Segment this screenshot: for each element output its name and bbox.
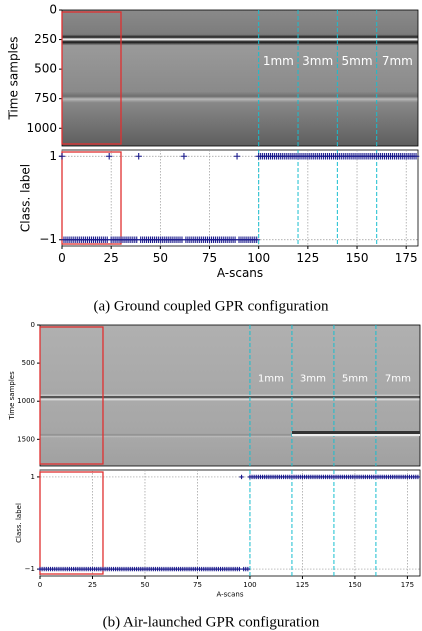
x-tick-label: 50 — [141, 581, 150, 589]
y-tick-label: −1 — [25, 565, 35, 573]
x-tick-label: 125 — [296, 251, 319, 265]
annotation: 1mm — [258, 374, 284, 385]
annotation: 7mm — [385, 374, 411, 385]
x-tick-label: 125 — [296, 581, 309, 589]
highlight-box — [61, 11, 122, 145]
plot-area — [39, 469, 421, 577]
x-tick-label: 25 — [88, 581, 97, 589]
y-axis-label: Class. label — [19, 164, 33, 232]
y-tick-label: 1500 — [17, 435, 35, 443]
x-tick-label: 100 — [247, 251, 270, 265]
annotation: 7mm — [382, 54, 413, 68]
point — [237, 566, 242, 572]
x-tick-label: 50 — [153, 251, 168, 265]
y-axis-label: Class. label — [15, 503, 23, 543]
y-tick-label: 1 — [31, 473, 35, 481]
y-tick-label: 750 — [34, 91, 57, 105]
point — [239, 474, 244, 480]
point — [253, 236, 260, 243]
x-axis-label: A-scans — [217, 266, 263, 280]
y-axis-label: Time samples — [8, 371, 16, 421]
y-tick-label: −1 — [39, 232, 57, 246]
y-tick-label: 1 — [49, 149, 57, 163]
point — [245, 566, 251, 572]
y-axis-label: Time samples — [7, 36, 21, 120]
point — [233, 153, 241, 160]
y-tick-label: 1000 — [26, 121, 57, 135]
point — [412, 153, 420, 160]
plot-area — [61, 149, 419, 247]
x-tick-label: 0 — [58, 251, 66, 265]
point — [135, 153, 142, 160]
highlight-box — [61, 151, 122, 245]
x-tick-label: 100 — [243, 581, 256, 589]
x-tick-label: 175 — [395, 251, 418, 265]
annotation: 3mm — [302, 54, 333, 68]
x-tick-label: 175 — [401, 581, 414, 589]
annotation: 3mm — [300, 374, 326, 385]
x-tick-label: 150 — [346, 251, 369, 265]
y-tick-label: 0 — [49, 3, 57, 17]
y-tick-label: 0 — [31, 321, 35, 329]
x-tick-label: 75 — [202, 251, 217, 265]
x-tick-label: 0 — [38, 581, 42, 589]
y-tick-label: 1000 — [17, 397, 35, 405]
x-tick-label: 75 — [193, 581, 202, 589]
bscan-image — [61, 9, 419, 147]
y-tick-label: 250 — [34, 32, 57, 46]
caption: (a) Ground coupled GPR configuration — [94, 298, 329, 314]
point — [415, 474, 421, 480]
y-tick-label: 500 — [22, 359, 35, 367]
caption: (b) Air-launched GPR configuration — [103, 614, 320, 630]
point — [106, 153, 113, 160]
point — [58, 153, 66, 160]
reflection-band — [292, 431, 420, 434]
reflection-band — [292, 434, 420, 436]
bscan-image — [39, 324, 421, 467]
y-tick-label: 500 — [34, 62, 57, 76]
highlight-box — [39, 471, 104, 575]
x-tick-label: 25 — [104, 251, 119, 265]
x-axis-label: A-scans — [216, 591, 243, 599]
annotation: 1mm — [263, 54, 294, 68]
point — [180, 153, 188, 160]
annotation: 5mm — [342, 54, 373, 68]
highlight-box — [39, 326, 104, 465]
annotation: 5mm — [342, 374, 368, 385]
x-tick-label: 150 — [348, 581, 361, 589]
